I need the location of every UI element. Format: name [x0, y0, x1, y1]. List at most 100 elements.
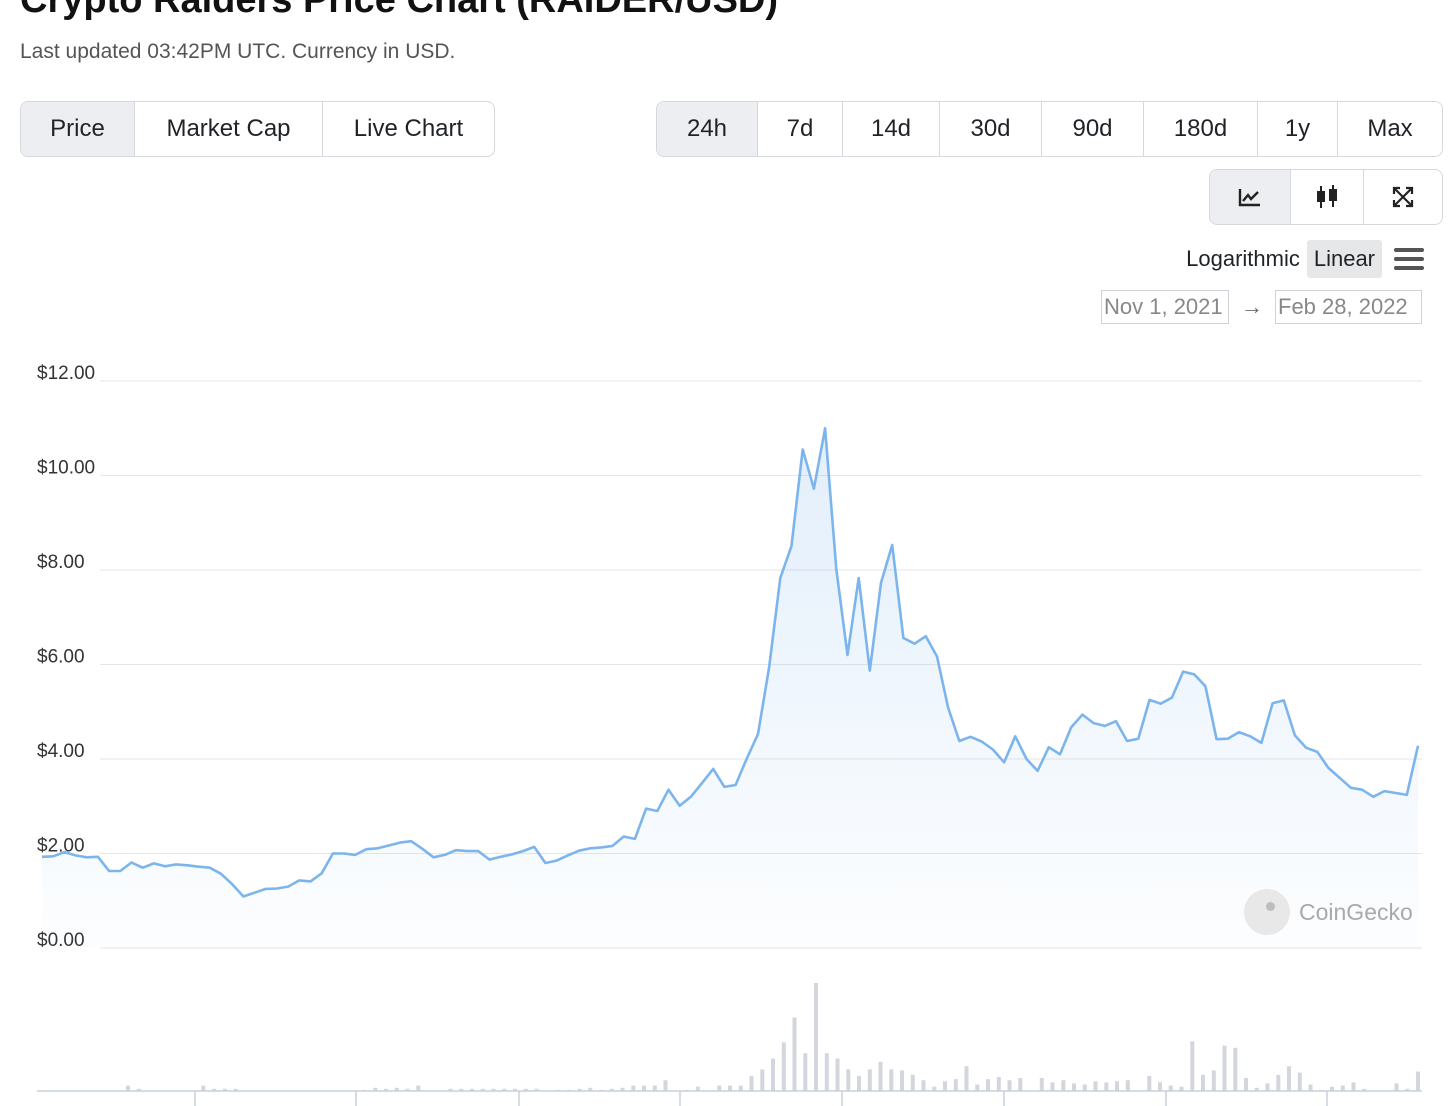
range-24h-button[interactable]: 24h — [657, 102, 758, 156]
volume-bar — [1061, 1080, 1066, 1091]
chart-type-tabs: Price Market Cap Live Chart — [20, 101, 495, 157]
fullscreen-button[interactable] — [1364, 170, 1442, 224]
volume-bar — [717, 1085, 722, 1091]
logarithmic-option[interactable]: Logarithmic — [1186, 246, 1300, 271]
volume-bar — [1287, 1066, 1291, 1091]
price-line — [41, 427, 1420, 898]
volume-bar — [943, 1081, 947, 1091]
volume-bar — [814, 983, 818, 1091]
volume-bar — [1416, 1071, 1420, 1091]
volume-bar — [824, 1053, 829, 1091]
volume-bar — [126, 1085, 130, 1091]
volume-bar — [577, 1088, 582, 1091]
volume-bar — [1168, 1085, 1173, 1091]
volume-bar — [964, 1066, 969, 1091]
range-7d-button[interactable]: 7d — [758, 102, 843, 156]
volume-bar — [416, 1085, 421, 1091]
volume-bar — [1125, 1080, 1130, 1091]
volume-bar — [1007, 1080, 1012, 1091]
volume-bar — [1244, 1078, 1248, 1091]
volume-bar — [609, 1088, 614, 1091]
date-to-input[interactable] — [1275, 290, 1422, 324]
volume-bar — [384, 1088, 388, 1091]
volume-bar — [1115, 1081, 1119, 1091]
volume-bar — [900, 1070, 904, 1091]
time-range-selector: 24h 7d 14d 30d 90d 180d 1y Max — [656, 101, 1443, 157]
volume-bar — [1405, 1088, 1410, 1091]
volume-bar — [1330, 1086, 1334, 1091]
volume-bar — [781, 1042, 786, 1091]
volume-bar — [663, 1080, 668, 1091]
volume-bar — [1018, 1078, 1023, 1091]
date-arrow: → — [1241, 294, 1263, 319]
volume-bar — [212, 1088, 216, 1091]
volume-bar — [534, 1088, 539, 1091]
volume-bar — [470, 1088, 474, 1091]
volume-bar — [491, 1088, 496, 1091]
volume-bar — [1297, 1072, 1302, 1091]
volume-bar — [857, 1075, 861, 1091]
volume-bar — [695, 1086, 700, 1091]
volume-bar — [1104, 1082, 1109, 1091]
volume-bar — [1254, 1087, 1259, 1091]
volume-bar — [910, 1074, 915, 1091]
y-tick-label: $6.00 — [37, 647, 85, 668]
linear-option[interactable]: Linear — [1306, 240, 1382, 278]
volume-bar — [749, 1075, 754, 1091]
tab-market-cap[interactable]: Market Cap — [135, 102, 323, 156]
volume-bar — [523, 1088, 528, 1091]
volume-bar — [1340, 1085, 1345, 1091]
volume-bar — [889, 1069, 894, 1091]
volume-bar — [867, 1069, 872, 1091]
volume-bar — [1093, 1081, 1098, 1091]
volume-bar — [480, 1088, 485, 1091]
volume-bar — [588, 1087, 593, 1091]
range-90d-button[interactable]: 90d — [1042, 102, 1144, 156]
volume-bar — [1265, 1083, 1270, 1091]
volume-bar — [1050, 1082, 1055, 1091]
volume-bar — [835, 1058, 840, 1091]
line-chart-button[interactable] — [1210, 170, 1291, 224]
range-max-button[interactable]: Max — [1367, 115, 1413, 142]
volume-bar — [1082, 1084, 1087, 1091]
volume-bar — [1211, 1070, 1216, 1091]
volume-bar — [1147, 1075, 1152, 1091]
range-30d-button[interactable]: 30d — [940, 102, 1042, 156]
volume-bar — [1362, 1088, 1367, 1091]
candlestick-icon — [1317, 185, 1337, 208]
volume-bar — [459, 1088, 464, 1091]
tab-live-chart[interactable]: Live Chart — [353, 115, 464, 142]
chart-tools — [1209, 169, 1443, 225]
range-180d-button[interactable]: 180d — [1144, 102, 1258, 156]
coingecko-logo-icon — [1244, 889, 1290, 935]
volume-bar — [1190, 1041, 1195, 1091]
fullscreen-icon — [1392, 186, 1414, 208]
hamburger-menu-icon[interactable] — [1394, 248, 1424, 270]
volume-bar — [1072, 1083, 1076, 1091]
volume-bar — [1039, 1078, 1044, 1091]
volume-bar — [373, 1087, 378, 1091]
volume-bar — [738, 1085, 743, 1091]
line-chart-icon — [1238, 189, 1260, 207]
volume-bar — [513, 1088, 517, 1091]
price-chart[interactable]: $0.00$2.00$4.00$6.00$8.00$10.00$12.00 — [0, 330, 1448, 1106]
tab-price[interactable]: Price — [21, 102, 135, 156]
volume-bar — [1222, 1045, 1227, 1091]
y-tick-label: $8.00 — [37, 552, 85, 573]
volume-bar — [405, 1088, 410, 1091]
range-1y-button[interactable]: 1y — [1258, 102, 1338, 156]
page-title: Crypto Raiders Price Chart (RAIDER/USD) — [20, 0, 779, 21]
volume-bar — [996, 1077, 1001, 1091]
date-from-input[interactable] — [1101, 290, 1229, 324]
candlestick-button[interactable] — [1291, 170, 1364, 224]
last-updated-text: Last updated 03:42PM UTC. Currency in US… — [20, 40, 456, 63]
volume-bar — [975, 1084, 980, 1091]
range-14d-button[interactable]: 14d — [843, 102, 940, 156]
price-area — [42, 428, 1418, 948]
volume-bar — [502, 1088, 507, 1091]
y-tick-label: $4.00 — [37, 741, 85, 762]
volume-bar — [792, 1017, 797, 1091]
volume-bar — [1201, 1074, 1205, 1091]
volume-bar — [642, 1085, 646, 1091]
volume-bar — [953, 1079, 958, 1091]
